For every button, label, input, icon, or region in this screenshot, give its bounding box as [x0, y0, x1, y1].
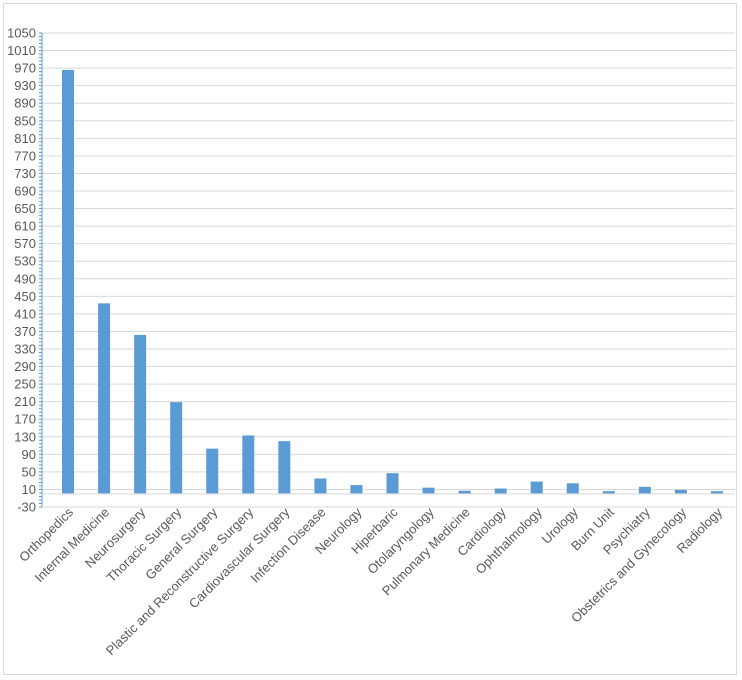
y-tick-label: 10: [22, 482, 36, 497]
y-tick-label: 90: [22, 447, 36, 462]
y-tick-label: 490: [14, 271, 36, 286]
bar: [242, 435, 255, 494]
bar: [134, 334, 147, 494]
bar: [530, 481, 543, 494]
y-tick-label: 330: [14, 342, 36, 357]
y-tick-label: 290: [14, 359, 36, 374]
bar: [170, 402, 183, 494]
bar: [62, 69, 75, 494]
y-tick-label: 170: [14, 412, 36, 427]
bar: [602, 491, 615, 494]
y-tick-label: 690: [14, 184, 36, 199]
chart-frame: [3, 3, 737, 675]
y-tick-label: 570: [14, 236, 36, 251]
bars: [62, 69, 723, 494]
y-axis: -301050901301702102502903303704104504905…: [7, 26, 43, 515]
bar: [206, 448, 219, 494]
y-tick-label: 730: [14, 166, 36, 181]
y-tick-label: 890: [14, 96, 36, 111]
bar: [458, 490, 471, 494]
bar: [314, 478, 327, 494]
bar: [278, 441, 291, 494]
y-tick-label: 250: [14, 377, 36, 392]
y-tick-label: 610: [14, 219, 36, 234]
bar: [422, 487, 435, 494]
bar: [98, 303, 111, 494]
y-tick-label: 210: [14, 394, 36, 409]
bar: [566, 483, 579, 494]
bar: [350, 485, 363, 494]
y-tick-label: 410: [14, 306, 36, 321]
bar: [386, 473, 399, 494]
bar: [674, 489, 687, 494]
y-tick-label: 450: [14, 289, 36, 304]
y-tick-label: 850: [14, 113, 36, 128]
y-tick-label: 770: [14, 148, 36, 163]
y-tick-label: 1050: [7, 26, 36, 41]
y-tick-label: 930: [14, 78, 36, 93]
gridlines: [42, 32, 735, 508]
bar: [494, 488, 507, 494]
y-tick-label: 810: [14, 131, 36, 146]
bar: [710, 491, 723, 494]
y-tick-label: 1010: [7, 43, 36, 58]
y-tick-label: 530: [14, 254, 36, 269]
y-tick-label: -30: [17, 500, 36, 515]
y-tick-label: 130: [14, 429, 36, 444]
y-tick-label: 50: [22, 464, 36, 479]
y-tick-label: 650: [14, 201, 36, 216]
bar: [638, 486, 651, 494]
y-tick-label: 970: [14, 61, 36, 76]
y-tick-label: 370: [14, 324, 36, 339]
